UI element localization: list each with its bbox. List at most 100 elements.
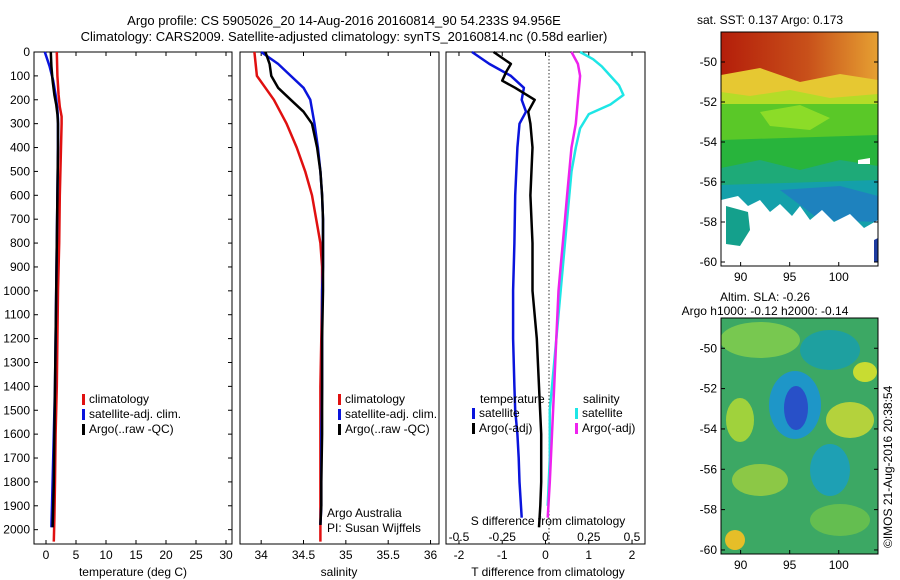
legend-label: Argo(-adj): [479, 421, 532, 435]
sla-heatmap: [721, 318, 878, 554]
map-y-tick-label: -56: [700, 175, 718, 189]
series-line-black: [264, 51, 325, 525]
legend-swatch-blue: [472, 408, 475, 419]
salinity-x-axis: 34 34.5 35 35.5 36: [254, 52, 438, 562]
y-tick-label: 1400: [3, 379, 30, 393]
t-diff-label: T difference from climatology: [471, 565, 625, 579]
map-x-tick-label: 100: [829, 558, 849, 572]
temperature-series: [43, 51, 63, 542]
temperature-panel: 0100200300400500600700800900100011001200…: [3, 45, 645, 579]
y-tick-label: 0: [23, 45, 30, 59]
legend-label: satellite-adj. clim.: [345, 407, 437, 421]
y-tick-label: 1300: [3, 355, 30, 369]
y-tick-label: 800: [10, 236, 30, 250]
difference-panel: -2 -1 0 1 2 -0.5 -0.25 0 0.25 0.5 temperature sali…: [445, 50, 646, 579]
x-tick-label: 35: [339, 548, 353, 562]
sst-map-panel: sat. SST: 0.137 Argo: 0.173 90 95 100 -50 -5…: [697, 13, 879, 284]
x-tick-label: 10: [99, 548, 113, 562]
x-tick-label: 1: [585, 548, 592, 562]
x-tick-label: 2: [629, 548, 636, 562]
legend-swatch-blue: [82, 409, 85, 420]
map-y-tick-label: -50: [700, 341, 718, 355]
legend-label: satellite-adj. clim.: [89, 407, 181, 421]
series-line-cyan: [546, 50, 625, 506]
salinity-annotation-2: PI: Susan Wijffels: [327, 521, 421, 535]
difference-plot-frame: [445, 51, 646, 545]
x-tick-label: 30: [219, 548, 233, 562]
x2-tick-label: 0.25: [577, 530, 601, 544]
x-tick-label: 0: [43, 548, 50, 562]
temperature-plot-frame: [33, 51, 233, 545]
y-tick-label: 1900: [3, 499, 30, 513]
map-x-tick-label: 90: [734, 558, 748, 572]
map-y-tick-label: -52: [700, 382, 718, 396]
legend-label: Argo(..raw -QC): [89, 422, 174, 436]
x2-tick-label: 0: [542, 530, 549, 544]
map-y-tick-label: -58: [700, 215, 718, 229]
x2-tick-label: -0.5: [449, 530, 470, 544]
salinity-series: [253, 50, 325, 542]
temperature-x-label: temperature (deg C): [79, 565, 187, 579]
y-tick-label: 900: [10, 260, 30, 274]
x2-tick-label: 0.5: [624, 530, 641, 544]
y-tick-label: 1000: [3, 284, 30, 298]
y-tick-label: 1600: [3, 427, 30, 441]
x-tick-label: -1: [497, 548, 508, 562]
y-tick-label: 1200: [3, 332, 30, 346]
salinity-panel: 34 34.5 35 35.5 36 climatologysatellite-adj.…: [239, 50, 440, 579]
sla-map-title-2: Argo h1000: -0.12 h2000: -0.14: [682, 304, 849, 318]
y-tick-label: 600: [10, 188, 30, 202]
difference-series: [471, 50, 625, 528]
map-y-tick-label: -52: [700, 95, 718, 109]
x-tick-label: 0: [542, 548, 549, 562]
x-tick-label: -2: [454, 548, 465, 562]
legend-title-temperature: temperature: [480, 392, 545, 406]
salinity-annotation-1: Argo Australia: [327, 506, 402, 520]
temperature-x-axis: 0 5 10 15 20 25 30: [43, 52, 233, 562]
y-tick-label: 700: [10, 212, 30, 226]
x-tick-label: 5: [73, 548, 80, 562]
legend-label: Argo(..raw -QC): [345, 422, 430, 436]
series-line-black: [49, 51, 60, 528]
map-y-tick-label: -56: [700, 462, 718, 476]
y-tick-label: 300: [10, 117, 30, 131]
series-line-blue: [471, 50, 528, 518]
map-x-tick-label: 100: [829, 270, 849, 284]
map-y-tick-label: -54: [700, 135, 718, 149]
imos-credit: ©IMOS 21-Aug-2016 20:38:54: [881, 385, 895, 548]
sla-map-frame: [720, 317, 879, 555]
x-tick-label: 34: [254, 548, 268, 562]
legend-swatch-magenta: [575, 423, 578, 434]
map-x-tick-label: 90: [734, 270, 748, 284]
y-tick-label: 1100: [4, 308, 30, 322]
salinity-x-label: salinity: [321, 565, 358, 579]
sla-map-title-1: Altim. SLA: -0.26: [720, 290, 810, 304]
x-tick-label: 35.5: [377, 548, 401, 562]
y-tick-label: 1700: [3, 451, 30, 465]
legend-swatch-black: [472, 423, 475, 434]
legend-swatch-black: [82, 424, 85, 435]
s-diff-label: S difference from climatology: [471, 514, 626, 528]
map-x-tick-label: 95: [783, 270, 797, 284]
difference-x-axis: -2 -1 0 1 2 -0.5 -0.25 0 0.25 0.5: [449, 52, 641, 562]
x-tick-label: 25: [189, 548, 203, 562]
y-tick-label: 200: [10, 93, 30, 107]
sla-map-panel: Altim. SLA: -0.26 Argo h1000: -0.12 h200…: [682, 290, 879, 572]
x-tick-label: 36: [424, 548, 438, 562]
x-tick-label: 34.5: [292, 548, 316, 562]
series-line-black: [492, 50, 543, 528]
legend-swatch-cyan: [575, 408, 578, 419]
y-tick-label: 1500: [3, 403, 30, 417]
sla-map-axes: 90 95 100 -50 -52 -54 -56 -58 -60: [700, 341, 878, 572]
map-y-tick-label: -60: [700, 543, 718, 557]
legend-swatch-red: [338, 394, 341, 405]
salinity-plot-frame: [239, 51, 440, 545]
legend-title-salinity: salinity: [583, 392, 620, 406]
y-tick-label: 2000: [3, 523, 30, 537]
y-tick-label: 500: [10, 164, 30, 178]
header-line1: Argo profile: CS 5905026_20 14-Aug-2016 …: [127, 13, 561, 28]
sst-map-title: sat. SST: 0.137 Argo: 0.173: [697, 13, 843, 27]
legend-swatch-black: [338, 424, 341, 435]
